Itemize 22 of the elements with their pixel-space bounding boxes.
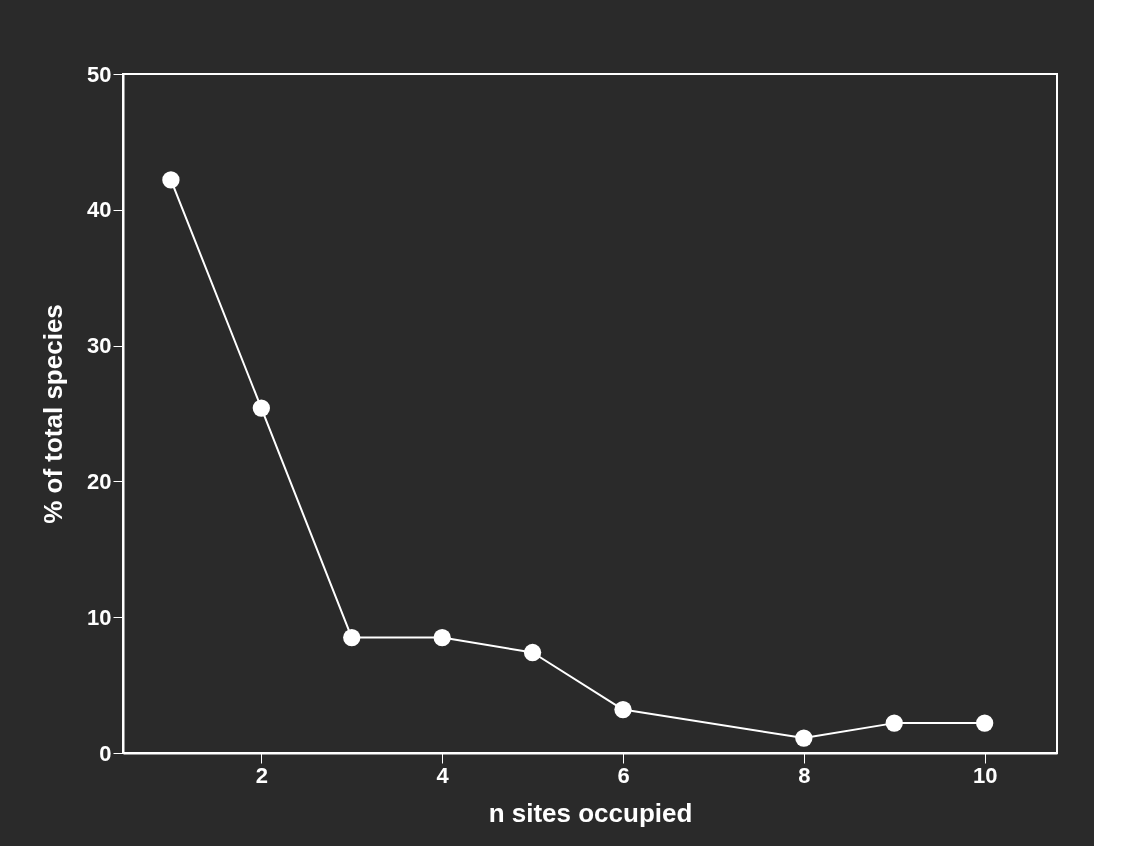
point [523,643,542,662]
y-tick-label: 20 [87,468,112,494]
x-tick-label: 10 [972,762,998,788]
x-axis-title: n sites occupied [488,797,693,828]
y-tick-label: 10 [87,604,112,630]
y-axis-title: % of total species [38,304,69,524]
point [252,399,270,417]
y-tick-label: 0 [99,740,112,766]
point [976,714,994,732]
point [433,628,451,647]
x-tick-label: 8 [798,762,811,788]
y-tick-label: 50 [87,61,112,87]
y-tick-label: 30 [87,333,112,359]
y-tick-label: 40 [87,197,112,223]
x-tick-label: 6 [617,762,630,788]
point [343,628,361,647]
x-tick-label: 4 [436,762,450,788]
point [795,729,813,747]
point [885,714,903,732]
point [614,700,632,719]
x-tick-label: 2 [255,762,268,788]
point [162,171,180,189]
